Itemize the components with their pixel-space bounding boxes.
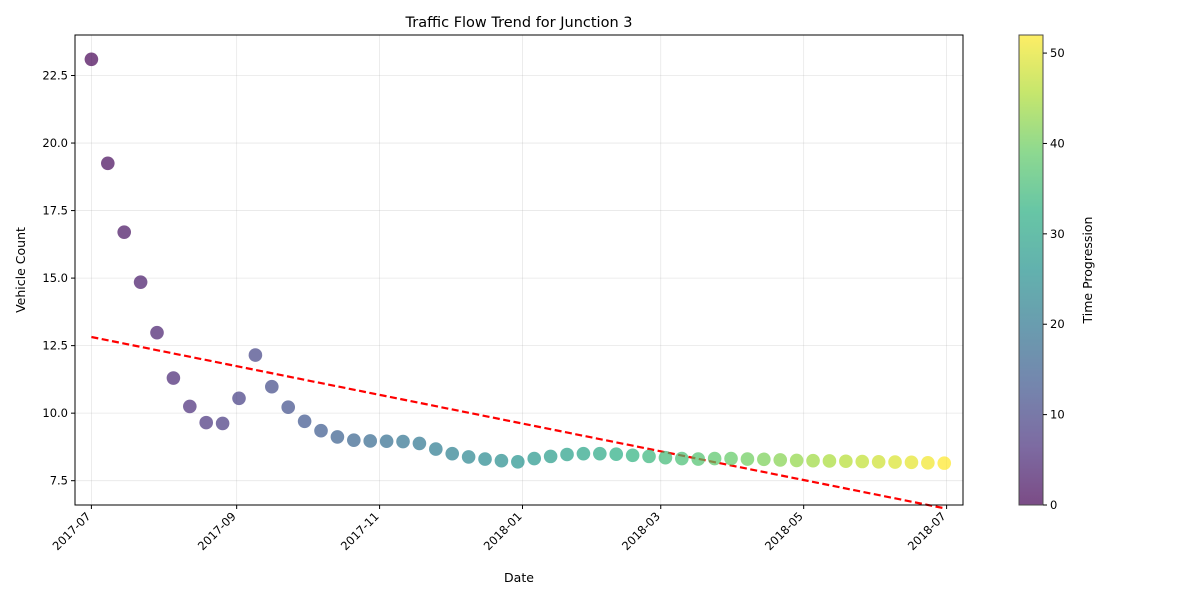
- plot-frame: [74, 34, 964, 506]
- data-point: [265, 379, 279, 394]
- data-point: [461, 450, 476, 464]
- grid: [75, 35, 963, 505]
- data-point: [314, 423, 328, 438]
- data-point: [740, 452, 755, 466]
- x-tick-label: 2018-03: [619, 509, 663, 553]
- data-point: [330, 430, 345, 444]
- y-tick-label: 15.0: [42, 271, 68, 285]
- data-point: [150, 325, 164, 340]
- colorbar-tick-label: 0: [1050, 498, 1057, 512]
- data-point: [773, 453, 788, 467]
- data-point: [593, 446, 607, 461]
- trend-line: [91, 335, 945, 510]
- y-tick-label: 12.5: [42, 339, 68, 353]
- data-point: [84, 52, 99, 67]
- data-point: [166, 371, 181, 385]
- x-tick-label: 2017-07: [50, 509, 94, 553]
- data-point: [396, 434, 410, 449]
- y-tick-label: 10.0: [42, 406, 68, 420]
- colorbar-tick-label: 50: [1050, 46, 1065, 60]
- colorbar: [1018, 34, 1044, 506]
- data-point: [199, 415, 214, 430]
- data-point: [871, 454, 886, 469]
- data-point: [839, 454, 853, 469]
- data-point: [543, 449, 558, 464]
- data-point: [101, 156, 115, 171]
- colorbar-tick-label: 30: [1050, 227, 1065, 241]
- data-points: [84, 52, 952, 470]
- data-point: [806, 453, 820, 468]
- data-point: [494, 453, 509, 468]
- data-point: [297, 414, 312, 429]
- colorbar-tick-label: 10: [1050, 408, 1065, 422]
- y-tick-label: 20.0: [42, 136, 68, 150]
- data-point: [511, 454, 525, 469]
- data-point: [347, 433, 361, 447]
- x-tick-label: 2018-07: [905, 509, 949, 553]
- data-point: [215, 416, 230, 431]
- data-point: [379, 434, 394, 449]
- data-point: [248, 348, 263, 362]
- data-point: [675, 451, 689, 466]
- data-point: [363, 434, 378, 448]
- data-point: [560, 447, 574, 462]
- data-point: [609, 447, 624, 462]
- x-tick-label: 2018-05: [762, 509, 806, 553]
- data-point: [855, 454, 870, 469]
- data-point: [281, 400, 296, 415]
- data-point: [642, 449, 656, 464]
- trend-layer: [91, 335, 945, 510]
- x-tick-label: 2017-09: [195, 509, 239, 553]
- data-point: [183, 399, 197, 414]
- colorbar-ticks: 0 10 20 30 40 50: [1043, 46, 1065, 512]
- data-point: [478, 452, 492, 466]
- data-point: [904, 455, 919, 470]
- colorbar-tick-label: 40: [1050, 136, 1065, 150]
- data-point: [527, 451, 542, 466]
- y-tick-label: 22.5: [42, 69, 68, 83]
- data-point: [658, 450, 673, 465]
- data-point: [937, 456, 952, 470]
- data-point: [576, 446, 591, 461]
- data-point: [691, 452, 706, 466]
- data-point: [429, 442, 443, 456]
- y-tick-label: 7.5: [50, 474, 68, 488]
- x-tick-label: 2018-01: [481, 509, 525, 553]
- chart-title: Traffic Flow Trend for Junction 3: [405, 15, 633, 31]
- colorbar-label: Time Progression: [1080, 217, 1095, 325]
- data-point: [445, 446, 460, 461]
- data-point: [412, 436, 427, 451]
- data-point: [724, 451, 738, 466]
- data-point: [625, 448, 640, 463]
- data-point: [921, 456, 935, 470]
- x-axis-label: Date: [504, 570, 534, 585]
- data-point: [757, 452, 771, 467]
- colorbar-tick-label: 20: [1050, 317, 1065, 331]
- data-point: [789, 453, 804, 468]
- data-point: [117, 225, 132, 239]
- x-tick-label: 2017-11: [338, 509, 382, 553]
- data-point: [133, 275, 148, 289]
- data-point: [822, 454, 837, 468]
- data-point: [888, 455, 902, 469]
- data-point: [707, 451, 722, 466]
- y-axis-label: Vehicle Count: [13, 227, 28, 313]
- data-point: [232, 391, 246, 406]
- y-axis-ticks: 7.5 10.0 12.5 15.0 17.5 20.0 22.5: [42, 69, 75, 488]
- y-tick-label: 17.5: [42, 204, 68, 218]
- x-axis-ticks: 2017-07 2017-09 2017-11 2018-01 2018-03 2018-…: [50, 505, 949, 553]
